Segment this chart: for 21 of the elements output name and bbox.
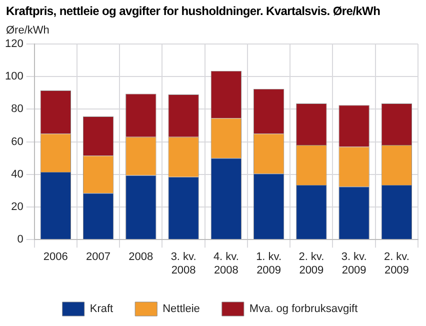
legend-label: Nettleie [162, 303, 200, 316]
x-tick-label: 2007 [86, 251, 111, 264]
x-tick-label: 2008 [128, 251, 154, 264]
y-tick-label: 40 [11, 168, 24, 180]
y-tick-label: 0 [17, 234, 24, 246]
y-tick-label: 120 [4, 38, 24, 50]
x-tick-label: 2. kv. 2009 [298, 251, 324, 276]
y-tick-label: 100 [4, 70, 24, 83]
x-tick-label: 3. kv. 2009 [341, 251, 367, 276]
y-tick-label: 80 [11, 103, 24, 116]
x-tick-label: 1. kv. 2009 [256, 251, 282, 276]
x-tick-label: 4. kv. 2008 [213, 251, 239, 276]
legend-label: Kraft [90, 303, 114, 316]
legend-label: Mva. og forbruksavgift [249, 303, 358, 316]
y-tick-label: 20 [11, 201, 24, 214]
x-tick-label: 2006 [43, 251, 68, 264]
x-tick-label: 2. kv. 2009 [384, 251, 410, 276]
y-axis-title: Øre/kWh [6, 24, 50, 37]
y-tick-label: 60 [11, 136, 24, 148]
x-tick-label: 3. kv. 2008 [170, 251, 196, 276]
chart-title: Kraftpris, nettleie og avgifter for husholdninger. Kvartalsvis. Øre/kWh [6, 4, 382, 20]
